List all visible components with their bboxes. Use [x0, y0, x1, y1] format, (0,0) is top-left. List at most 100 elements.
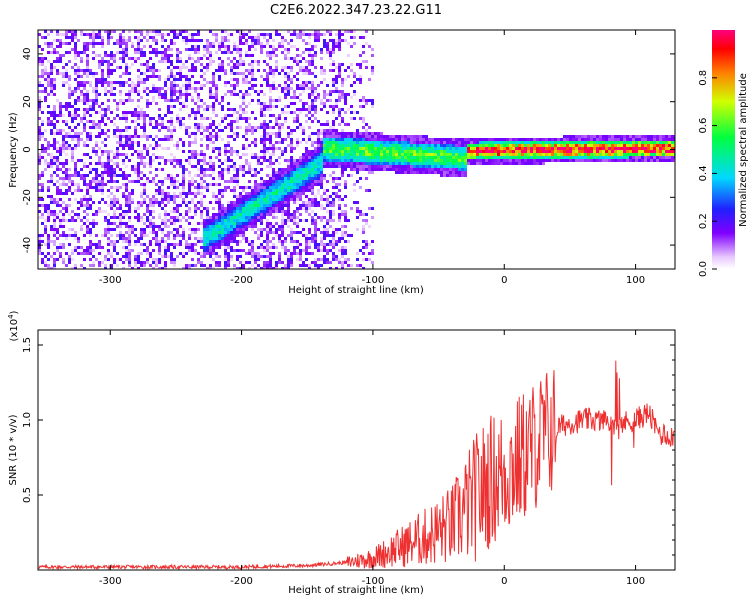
- spectrogram-cell: [305, 33, 308, 36]
- spectrogram-cell: [341, 249, 344, 252]
- spectrogram-cell: [191, 198, 194, 201]
- spectrogram-cell: [62, 150, 65, 153]
- spectrogram-cell: [329, 126, 332, 129]
- spectrogram-cell: [218, 234, 221, 237]
- spectrogram-cell: [74, 33, 77, 36]
- spectrogram-cell: [281, 138, 284, 141]
- spectrogram-cell: [71, 48, 74, 51]
- spectrogram-cell: [44, 219, 47, 222]
- spectrogram-cell: [326, 120, 329, 123]
- spectrogram-cell: [278, 204, 281, 207]
- spectrogram-cell: [149, 255, 152, 258]
- spectrogram-cell: [158, 267, 161, 269]
- spectrogram-cell: [59, 222, 62, 225]
- spectrogram-cell: [236, 210, 239, 213]
- spectrogram-cell: [170, 231, 173, 234]
- spectrogram-cell: [149, 225, 152, 228]
- spectrogram-cell: [191, 66, 194, 69]
- spectrogram-cell: [215, 39, 218, 42]
- spectrogram-cell: [305, 66, 308, 69]
- spectrogram-cell: [245, 252, 248, 255]
- spectrogram-cell: [155, 264, 158, 267]
- spectrogram-cell: [131, 267, 134, 269]
- spectrogram-cell: [425, 153, 428, 156]
- spectrogram-cell: [365, 213, 368, 216]
- spectrogram-cell: [335, 45, 338, 48]
- spectrogram-cell: [146, 147, 149, 150]
- spectrogram-cell: [269, 192, 272, 195]
- spectrogram-cell: [47, 45, 50, 48]
- spectrogram-cell: [170, 138, 173, 141]
- spectrogram-cell: [212, 120, 215, 123]
- spectrogram-cell: [155, 39, 158, 42]
- spectrogram-cell: [278, 42, 281, 45]
- spectrogram-cell: [353, 42, 356, 45]
- spectrogram-cell: [155, 126, 158, 129]
- spectrogram-cell: [122, 81, 125, 84]
- spectrogram-cell: [179, 117, 182, 120]
- spectrogram-cell: [299, 60, 302, 63]
- spectrogram-cell: [164, 93, 167, 96]
- spectrogram-cell: [254, 207, 257, 210]
- spectrogram-cell: [494, 138, 497, 141]
- spectrogram-cell: [41, 69, 44, 72]
- spectrogram-cell: [191, 111, 194, 114]
- spectrogram-cell: [194, 186, 197, 189]
- spectrogram-cell: [242, 168, 245, 171]
- spectrogram-cell: [413, 165, 416, 168]
- spectrogram-cell: [83, 84, 86, 87]
- spectrogram-cell: [188, 48, 191, 51]
- spectrogram-cell: [80, 198, 83, 201]
- spectrogram-cell: [290, 45, 293, 48]
- spectrogram-cell: [329, 90, 332, 93]
- spectrogram-cell: [350, 168, 353, 171]
- spectrogram-cell: [368, 135, 371, 138]
- spectrogram-cell: [215, 225, 218, 228]
- spectrogram-cell: [38, 60, 41, 63]
- spectrogram-cell: [230, 66, 233, 69]
- spectrogram-cell: [215, 147, 218, 150]
- spectrogram-cell: [215, 246, 218, 249]
- spectrogram-cell: [272, 114, 275, 117]
- spectrogram-cell: [224, 246, 227, 249]
- spectrogram-cell: [218, 48, 221, 51]
- spectrogram-cell: [41, 57, 44, 60]
- spectrogram-cell: [191, 69, 194, 72]
- spectrogram-cell: [164, 267, 167, 269]
- spectrogram-cell: [329, 54, 332, 57]
- spectrogram-cell: [65, 204, 68, 207]
- spectrogram-cell: [314, 75, 317, 78]
- spectrogram-cell: [179, 57, 182, 60]
- spectrogram-cell: [191, 258, 194, 261]
- spectrogram-cell: [284, 237, 287, 240]
- spectrogram-cell: [107, 69, 110, 72]
- spectrogram-cell: [176, 180, 179, 183]
- spectrogram-cell: [323, 129, 326, 132]
- spectrogram-cell: [284, 192, 287, 195]
- spectrogram-cell: [218, 240, 221, 243]
- spectrogram-cell: [155, 201, 158, 204]
- spectrogram-cell: [272, 183, 275, 186]
- spectrogram-cell: [455, 138, 458, 141]
- spectrogram-cell: [371, 141, 374, 144]
- spectrogram-cell: [179, 93, 182, 96]
- spectrogram-cell: [503, 159, 506, 162]
- spectrogram-cell: [236, 207, 239, 210]
- spectrogram-cell: [308, 165, 311, 168]
- spectrogram-cell: [275, 207, 278, 210]
- spectrogram-cell: [113, 156, 116, 159]
- spectrogram-cell: [227, 150, 230, 153]
- spectrogram-cell: [254, 189, 257, 192]
- spectrogram-cell: [50, 114, 53, 117]
- spectrogram-cell: [335, 150, 338, 153]
- spectrogram-cell: [392, 168, 395, 171]
- spectrogram-cell: [227, 264, 230, 267]
- spectrogram-cell: [371, 144, 374, 147]
- spectrogram-cell: [284, 195, 287, 198]
- spectrogram-cell: [236, 93, 239, 96]
- spectrogram-cell: [83, 117, 86, 120]
- spectrogram-cell: [326, 42, 329, 45]
- spectrogram-cell: [137, 45, 140, 48]
- spectrogram-cell: [488, 159, 491, 162]
- spectrogram-cell: [206, 207, 209, 210]
